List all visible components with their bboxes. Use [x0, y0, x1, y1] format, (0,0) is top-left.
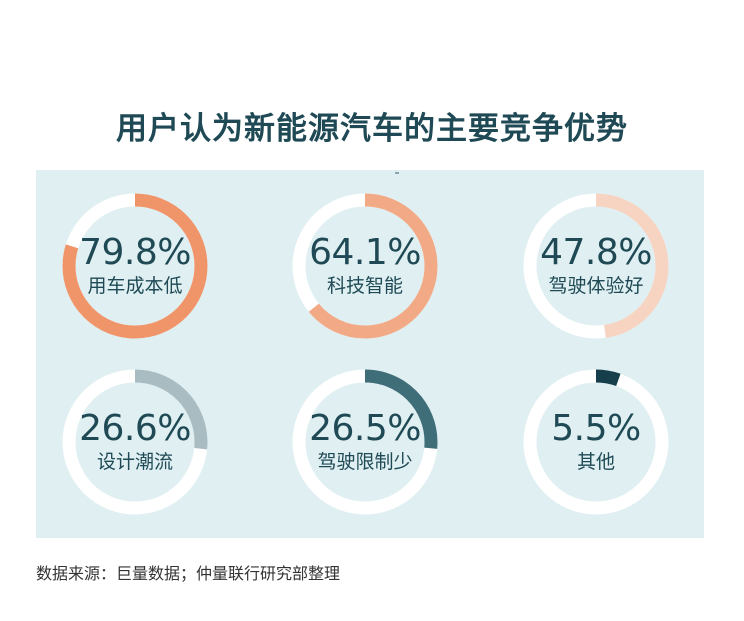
donut-label-item-5: 5.5% 其他: [516, 409, 676, 474]
donut-value-item-1: 64.1%: [309, 232, 421, 273]
donut-label-item-0: 79.8% 用车成本低: [55, 233, 215, 298]
donut-arc-item-4: [292, 369, 438, 515]
donut-label-item-1: 64.1% 科技智能: [285, 233, 445, 298]
donut-label-item-3: 26.6% 设计潮流: [55, 409, 215, 474]
donut-arc-item-1: [292, 193, 438, 339]
donut-label-item-4: 26.5% 驾驶限制少: [285, 409, 445, 474]
donut-arc-item-0: [62, 193, 208, 339]
donut-value-item-5: 5.5%: [551, 408, 641, 449]
donut-category-item-2: 驾驶体验好: [548, 275, 644, 297]
donut-category-item-4: 驾驶限制少: [317, 451, 413, 473]
chart-title: 用户认为新能源汽车的主要竞争优势: [116, 111, 628, 147]
donut-value-item-0: 79.8%: [79, 232, 191, 273]
donut-value-item-2: 47.8%: [540, 232, 652, 273]
donut-category-item-5: 其他: [576, 451, 615, 473]
chart-panel: [36, 170, 704, 538]
donut-arc-item-2: [523, 193, 669, 339]
donut-arc-item-5: [523, 369, 669, 515]
panel-marker: [395, 172, 399, 174]
donut-arc-item-3: [62, 369, 208, 515]
donut-label-item-2: 47.8% 驾驶体验好: [516, 233, 676, 298]
donut-category-item-1: 科技智能: [326, 275, 403, 297]
donut-value-item-3: 26.6%: [79, 408, 191, 449]
data-source-note: 数据来源：巨量数据；仲量联行研究部整理: [36, 564, 341, 583]
donut-category-item-0: 用车成本低: [87, 275, 183, 297]
donut-category-item-3: 设计潮流: [96, 451, 173, 473]
donut-value-item-4: 26.5%: [309, 408, 421, 449]
